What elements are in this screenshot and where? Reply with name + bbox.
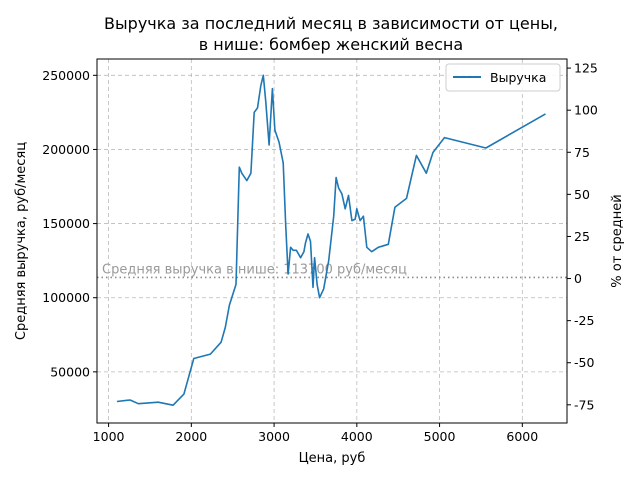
y-tick-label: 150000 bbox=[42, 216, 90, 231]
series-line-revenue bbox=[116, 74, 546, 406]
y2-tick-label: 75 bbox=[574, 145, 590, 160]
y-axis-label: Средняя выручка, руб/месяц bbox=[14, 142, 29, 340]
y2-axis-label: % от средней bbox=[610, 194, 625, 287]
x-tick-label: 4000 bbox=[341, 429, 373, 444]
y-tick-label: 100000 bbox=[42, 290, 90, 305]
legend-label: Выручка bbox=[490, 70, 546, 85]
y-tick-label: 250000 bbox=[42, 68, 90, 83]
y2-tick-label: -50 bbox=[574, 355, 594, 370]
x-axis-ticks: 1000 2000 3000 4000 5000 6000 bbox=[93, 423, 538, 444]
y2-tick-label: 50 bbox=[574, 187, 590, 202]
y2-tick-label: 125 bbox=[574, 61, 598, 76]
y-tick-label: 200000 bbox=[42, 142, 90, 157]
average-annotation: Средняя выручка в нише: 113700 руб/месяц bbox=[102, 262, 407, 277]
legend-box bbox=[445, 63, 561, 92]
y2-axis-ticks: -75 -50 -25 0 25 50 75 100 125 bbox=[567, 61, 598, 412]
plot-frame bbox=[96, 58, 568, 424]
x-tick-label: 3000 bbox=[258, 429, 290, 444]
y2-tick-label: -25 bbox=[574, 313, 594, 328]
x-tick-label: 5000 bbox=[424, 429, 456, 444]
series-layer bbox=[116, 74, 546, 406]
y2-tick-label: 0 bbox=[574, 271, 582, 286]
x-tick-label: 1000 bbox=[93, 429, 125, 444]
y2-tick-label: 100 bbox=[574, 103, 598, 118]
average-line-group: Средняя выручка в нише: 113700 руб/месяц bbox=[97, 262, 567, 279]
legend: Выручка bbox=[445, 63, 561, 92]
x-tick-label: 6000 bbox=[506, 429, 538, 444]
y2-tick-label: -75 bbox=[574, 397, 594, 412]
grid bbox=[97, 59, 567, 423]
y2-tick-label: 25 bbox=[574, 229, 590, 244]
chart-title-line2: в нише: бомбер женский весна bbox=[199, 35, 463, 54]
chart-title-line1: Выручка за последний месяц в зависимости… bbox=[104, 14, 558, 33]
x-axis-label: Цена, руб bbox=[299, 451, 366, 466]
y-axis-ticks: 50000 100000 150000 200000 250000 bbox=[42, 68, 97, 379]
x-tick-label: 2000 bbox=[175, 429, 207, 444]
y-tick-label: 50000 bbox=[50, 364, 90, 379]
